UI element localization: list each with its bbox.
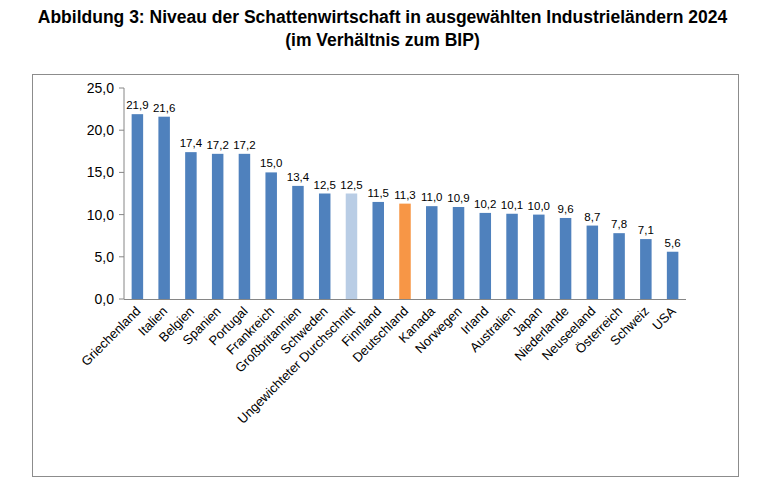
data-label: 11,0 (421, 191, 443, 203)
data-label: 10,1 (501, 199, 523, 211)
bar (453, 207, 465, 299)
x-axis (124, 299, 686, 300)
data-label: 10,2 (474, 198, 496, 210)
y-tick-label: 15,0 (87, 164, 114, 180)
bar (480, 213, 492, 299)
bar (533, 215, 545, 299)
bar (212, 154, 224, 299)
data-label: 17,2 (206, 139, 228, 151)
data-label: 17,2 (233, 139, 255, 151)
data-label: 21,9 (126, 99, 148, 111)
bar (667, 252, 679, 299)
y-tick (119, 299, 124, 300)
data-label: 7,1 (638, 224, 654, 236)
data-label: 17,4 (180, 137, 203, 149)
bar (265, 172, 277, 299)
data-label: 13,4 (287, 171, 310, 183)
data-label: 11,5 (367, 187, 389, 199)
data-label: 12,5 (340, 179, 362, 191)
bar (158, 117, 170, 299)
chart-frame (33, 75, 739, 477)
bar (560, 218, 572, 299)
y-tick (119, 172, 124, 173)
y-tick-label: 5,0 (95, 249, 115, 265)
data-label: 21,6 (153, 102, 175, 114)
data-label: 5,6 (665, 237, 681, 249)
x-tick-label: USA (649, 303, 679, 333)
bar (399, 204, 411, 299)
data-label: 10,9 (447, 192, 469, 204)
data-label: 7,8 (611, 218, 627, 230)
x-tick-label: Ungewichteter Durchschnitt (235, 303, 358, 426)
y-tick-label: 20,0 (87, 122, 114, 138)
x-tick-label: Norwegen (412, 304, 465, 357)
data-label: 11,3 (394, 189, 416, 201)
bar (319, 194, 331, 300)
chart: 0,05,010,015,020,025,021,921,617,417,217… (0, 0, 765, 485)
y-axis (124, 88, 125, 299)
bar (372, 202, 384, 299)
x-tick-label: Griechenland (78, 304, 143, 369)
data-label: 15,0 (260, 157, 282, 169)
data-label: 10,0 (528, 200, 550, 212)
data-label: 8,7 (584, 211, 600, 223)
y-tick (119, 88, 124, 89)
bar (132, 114, 144, 299)
bar (346, 194, 358, 300)
y-tick-label: 0,0 (95, 291, 115, 307)
bar (613, 233, 625, 299)
y-tick-label: 25,0 (87, 80, 114, 96)
x-tick-label: Schweiz (607, 304, 652, 349)
y-tick (119, 214, 124, 215)
y-tick (119, 256, 124, 257)
bar (292, 186, 304, 299)
bar (185, 152, 197, 299)
y-tick (119, 130, 124, 131)
bar (506, 214, 518, 299)
chart-title: Abbildung 3: Niveau der Schattenwirtscha… (30, 6, 735, 52)
bar (587, 226, 599, 299)
bar (239, 154, 251, 299)
bar (640, 239, 652, 299)
data-label: 12,5 (314, 179, 336, 191)
data-label: 9,6 (558, 203, 574, 215)
y-tick-label: 10,0 (87, 207, 114, 223)
bar (426, 206, 438, 299)
bars (132, 114, 679, 299)
